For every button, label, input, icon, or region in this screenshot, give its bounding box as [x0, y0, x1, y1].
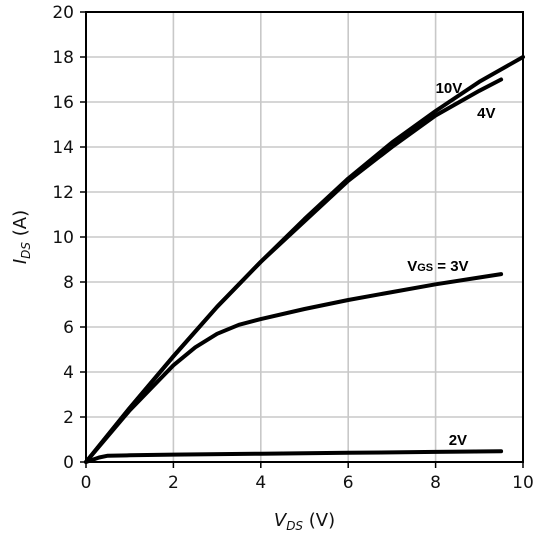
series-label-10v: 10V	[436, 80, 463, 97]
x-tick-label: 10	[512, 473, 534, 493]
labels: 0 2 4 6 8 10 0 2 4 6 8 10 12 14 16 18 20	[52, 3, 533, 493]
y-tick-label: 20	[52, 3, 74, 23]
x-tick-label: 2	[168, 473, 179, 493]
series-layer	[84, 55, 525, 464]
series-label-2v: 2V	[449, 432, 467, 449]
y-tick-label: 16	[52, 93, 74, 113]
x-tick-label: 4	[255, 473, 266, 493]
x-tick-label: 6	[343, 473, 354, 493]
x-tick-label: 0	[81, 473, 92, 493]
y-tick-label: 12	[52, 183, 74, 203]
x-axis-label: VDS (V)	[274, 510, 335, 533]
y-tick-label: 2	[63, 408, 74, 428]
y-axis-label: IDS (A)	[10, 210, 33, 264]
series-label-4v: 4V	[477, 105, 495, 122]
series-line-2	[84, 272, 504, 464]
y-tick-label: 8	[63, 273, 74, 293]
x-tick-label: 8	[430, 473, 441, 493]
y-tick-label: 0	[63, 453, 74, 473]
y-tick-label: 14	[52, 138, 74, 158]
series-line-3	[84, 449, 504, 464]
y-tick-label: 6	[63, 318, 74, 338]
series-label-3v: VGS = 3V	[407, 258, 468, 275]
ticks	[80, 11, 524, 468]
series-line-1	[84, 77, 504, 464]
y-tick-label: 4	[63, 363, 74, 383]
y-tick-label: 18	[52, 48, 74, 68]
y-tick-label: 10	[52, 228, 74, 248]
